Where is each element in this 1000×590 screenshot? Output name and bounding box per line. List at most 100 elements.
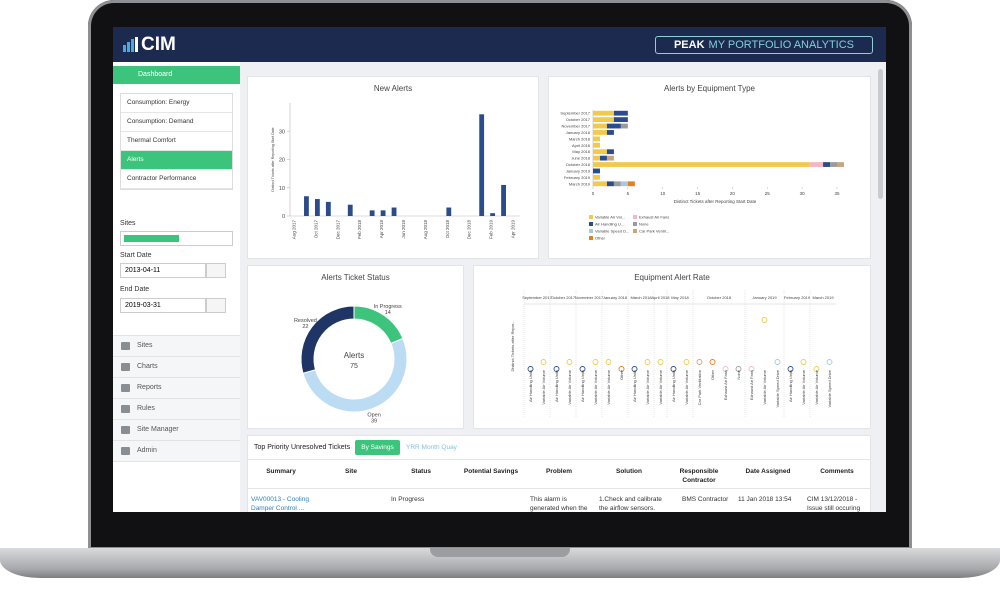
chart-title: New Alerts (374, 84, 412, 93)
bar-segment (593, 117, 614, 123)
x-tick-label: Variable Air Volume (593, 369, 598, 404)
calendar-button[interactable] (206, 298, 226, 313)
sites-select[interactable] (120, 231, 233, 246)
x-tick-label: Aug 2017 (291, 220, 296, 240)
menu-item[interactable]: Alerts (121, 151, 232, 170)
y-tick-label: 0 (282, 214, 285, 220)
center-value: 75 (350, 363, 358, 370)
point (683, 359, 690, 365)
column-header: Responsible Contractor (679, 468, 719, 484)
menu-item[interactable]: Consumption: Demand (121, 113, 232, 132)
x-tick-label: 5 (627, 191, 630, 196)
bar (369, 210, 375, 216)
panel: New Alerts 0 10 20 30 Distinct Tickets after … (247, 76, 539, 259)
bar-segment (593, 136, 600, 142)
bar-segment (593, 149, 607, 155)
month-label: January 2018 (603, 295, 628, 300)
button[interactable]: By Savings (355, 440, 400, 455)
x-tick-label: 10 (660, 191, 666, 196)
chart-title: Alerts by Equipment Type (664, 84, 756, 93)
panel: Alerts Ticket Status In Progress 14 Open 39 R… (247, 265, 464, 429)
x-tick-label: 35 (834, 191, 840, 196)
legend-swatch (633, 229, 637, 233)
y-tick-label: 30 (279, 129, 285, 135)
point (553, 366, 560, 372)
x-tick-label: Variable Air Volume (567, 369, 572, 404)
nav-item[interactable]: Charts (113, 357, 240, 378)
start-date-input[interactable]: 2013-04-11 (120, 263, 206, 278)
point (657, 359, 664, 365)
x-tick-label: Apr 2019 (511, 220, 516, 239)
bar-segment (593, 142, 600, 148)
divider (248, 488, 870, 489)
button[interactable]: YRR Month Quay (406, 444, 457, 451)
calendar-button[interactable] (206, 263, 226, 278)
nav-item[interactable]: Admin (113, 441, 240, 462)
x-tick-label: Air Handling Units (788, 370, 793, 402)
scrollbar[interactable] (878, 69, 883, 199)
end-date-label: End Date (120, 286, 150, 293)
legend-label: Other (595, 236, 606, 241)
x-tick-label: None (736, 369, 741, 379)
point (722, 366, 729, 372)
bar (490, 213, 496, 216)
point (774, 359, 781, 365)
divider (248, 459, 870, 460)
point (540, 359, 547, 365)
bar (391, 207, 397, 216)
x-tick-label: Dec 2017 (335, 220, 340, 240)
point (579, 366, 586, 372)
x-tick-label: 0 (592, 191, 595, 196)
nav-item[interactable]: Site Manager (113, 420, 240, 441)
x-tick-label: Exhaust Air Fans (749, 370, 754, 400)
bar-segment (593, 123, 607, 129)
point (670, 366, 677, 372)
end-date-input[interactable]: 2019-03-31 (120, 298, 206, 313)
legend-label: None (639, 222, 649, 227)
y-axis-label: Distinct Tickets after Repor... (510, 321, 515, 372)
bar (304, 196, 309, 216)
bar-segment (599, 155, 607, 161)
table-cell: CIM 13/12/2018 - Issue still occuring (807, 496, 861, 512)
x-axis-label: Distinct Tickets after Reporting Start D… (674, 199, 757, 204)
menu-item[interactable]: Consumption: Energy (121, 94, 232, 113)
nav-item[interactable]: Rules (113, 399, 240, 420)
point (826, 359, 833, 365)
month-label: March 2018 (630, 295, 652, 300)
header: CIM PEAK MY PORTFOLIO ANALYTICS (113, 27, 886, 62)
x-tick-label: Aug 2018 (423, 220, 428, 240)
x-tick-label: Other (619, 369, 624, 380)
month-label: October 2017 (551, 295, 576, 300)
bar-segment (613, 181, 621, 187)
point (800, 359, 807, 365)
dashboard-link[interactable]: Dashboard (113, 66, 240, 84)
month-label: May 2018 (671, 295, 689, 300)
menu-item[interactable]: Contractor Performance (121, 170, 232, 189)
bar (325, 201, 331, 216)
x-tick-label: Feb 2019 (489, 220, 494, 240)
menu-item[interactable]: Thermal Comfort (121, 132, 232, 151)
point (735, 366, 742, 372)
column-header: Site (345, 468, 357, 475)
y-tick-label: May 2018 (572, 149, 590, 154)
slice-label: Open (367, 413, 380, 419)
x-tick-label: Variable Air Volume (684, 369, 689, 404)
legend-swatch (589, 229, 593, 233)
table-cell: In Progress (391, 496, 425, 503)
slice-value: 14 (385, 310, 391, 316)
bar-segment (606, 149, 614, 155)
nav-item[interactable]: Sites (113, 336, 240, 357)
bar-segment (830, 162, 837, 167)
menu: Consumption: Energy Consumption: Demand Th… (120, 93, 233, 190)
table-cell: BMS Contractor (682, 496, 729, 503)
x-tick-label: Air Handling Units (554, 370, 559, 402)
x-tick-label: Jun 2018 (401, 220, 406, 239)
month-label: February 2019 (784, 295, 811, 300)
column-header: Date Assigned (745, 468, 791, 475)
point (605, 359, 612, 365)
bar-segment (809, 162, 824, 167)
nav-item[interactable]: Reports (113, 378, 240, 399)
bar-segment (620, 181, 628, 187)
y-tick-label: November 2017 (562, 124, 591, 129)
slice-label: Resolved (294, 318, 317, 324)
